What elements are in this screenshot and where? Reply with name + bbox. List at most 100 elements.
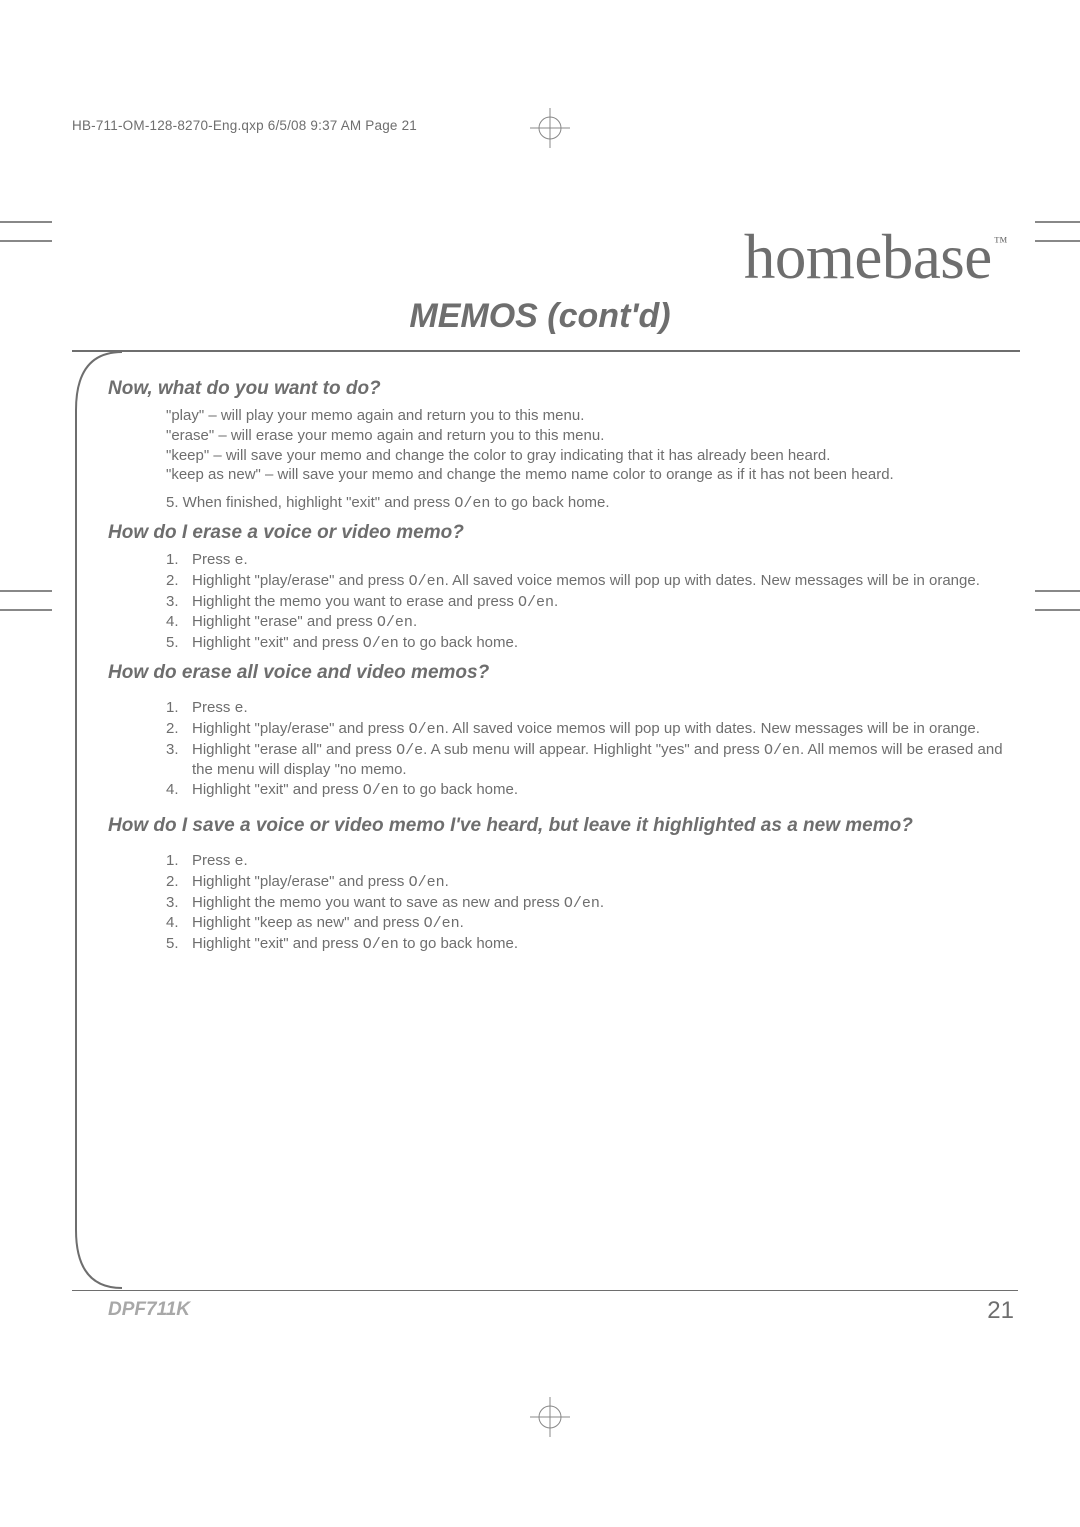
key-label: O/en [409,874,445,891]
list-number: 1. [166,698,192,719]
paragraph: "play" – will play your memo again and r… [108,406,1018,485]
brand-logo: homebase™ [744,221,1005,294]
key-label: O/en [454,495,490,512]
crop-mark [0,590,52,592]
key-label: O/en [764,742,800,759]
ordered-list: 1.Press e. 2.Highlight "play/erase" and … [108,698,1018,801]
key-label: O/en [363,936,399,953]
divider [72,350,1020,352]
heading-now: Now, what do you want to do? [108,378,1018,400]
crop-mark [0,609,52,611]
text: Highlight the memo you want to save as n… [192,894,564,911]
list-text: Highlight "erase" and press O/en. [192,612,1018,633]
crop-mark [1035,590,1080,592]
text: . [413,613,417,630]
crop-mark [0,240,52,242]
list-text: Highlight "exit" and press O/en to go ba… [192,934,1018,955]
list-number: 2. [166,872,192,893]
footer-divider [72,1290,1018,1292]
line: "erase" – will erase your memo again and… [166,426,1018,446]
list-number: 5. [166,934,192,955]
text: Highlight "keep as new" and press [192,914,424,931]
key-label: O/en [363,635,399,652]
text: to go back home. [490,494,609,511]
list-item: 2.Highlight "play/erase" and press O/en. [166,872,1018,893]
text: Highlight "exit" and press [192,634,363,651]
text: Press [192,852,235,869]
registration-mark-bottom [530,1397,570,1437]
key-label: O/en [518,594,554,611]
text: . All saved voice memos will pop up with… [445,720,980,737]
crop-mark [1035,240,1080,242]
text: . All saved voice memos will pop up with… [445,572,980,589]
text: Highlight "exit" and press [192,781,363,798]
crop-mark [1035,221,1080,223]
list-number: 5. [166,633,192,654]
list-number: 4. [166,780,192,801]
list-item: 3.Highlight "erase all" and press O/e. A… [166,740,1018,781]
list-number: 3. [166,893,192,914]
list-item: 4.Highlight "erase" and press O/en. [166,612,1018,633]
page: HB-711-OM-128-8270-Eng.qxp 6/5/08 9:37 A… [0,0,1080,1527]
text: . [460,914,464,931]
footer-model: DPF711K [108,1299,190,1321]
list-text: Highlight "keep as new" and press O/en. [192,913,1018,934]
logo-right: base [882,222,992,292]
logo-tm: ™ [994,235,1007,250]
key-label: e [235,700,244,717]
file-header: HB-711-OM-128-8270-Eng.qxp 6/5/08 9:37 A… [72,118,417,133]
logo-left: home [744,222,882,292]
heading-save-new: How do I save a voice or video memo I've… [108,815,1018,837]
key-label: e [235,552,244,569]
text: Highlight the memo you want to erase and… [192,593,518,610]
crop-mark [1035,609,1080,611]
list-number: 3. [166,740,192,781]
text: . [445,873,449,890]
list-item: 3.Highlight the memo you want to erase a… [166,592,1018,613]
text: . [244,852,248,869]
key-label: O/en [409,573,445,590]
key-label: e [235,853,244,870]
text: to go back home. [399,634,518,651]
text: . A sub menu will appear. Highlight "yes… [423,741,764,758]
list-item: 1.Press e. [166,550,1018,571]
list-text: Press e. [192,698,1018,719]
ordered-list: 1.Press e. 2.Highlight "play/erase" and … [108,851,1018,955]
text: 5. When finished, highlight "exit" and p… [166,494,454,511]
list-item: 2.Highlight "play/erase" and press O/en.… [166,571,1018,592]
list-item: 5.Highlight "exit" and press O/en to go … [166,633,1018,654]
list-number: 4. [166,612,192,633]
section-title: MEMOS (cont'd) [0,297,1080,336]
list-number: 2. [166,571,192,592]
list-text: Highlight "play/erase" and press O/en. A… [192,571,1018,592]
text: Highlight "play/erase" and press [192,572,409,589]
list-text: Highlight "erase all" and press O/e. A s… [192,740,1018,781]
text: . [244,699,248,716]
text: . [554,593,558,610]
text: . [244,551,248,568]
list-number: 1. [166,550,192,571]
key-label: O/en [409,721,445,738]
list-text: Highlight the memo you want to erase and… [192,592,1018,613]
ordered-list: 1.Press e. 2.Highlight "play/erase" and … [108,550,1018,654]
content: Now, what do you want to do? "play" – wi… [108,378,1018,1262]
key-label: O/e [396,742,423,759]
list-text: Highlight "exit" and press O/en to go ba… [192,633,1018,654]
heading-erase-all: How do erase all voice and video memos? [108,662,1018,684]
text: to go back home. [399,935,518,952]
crop-mark [0,221,52,223]
line: "keep" – will save your memo and change … [166,446,1018,466]
list-text: Press e. [192,851,1018,872]
list-text: Highlight "play/erase" and press O/en. A… [192,719,1018,740]
list-number: 1. [166,851,192,872]
line: "play" – will play your memo again and r… [166,406,1018,426]
list-number: 2. [166,719,192,740]
text: Press [192,551,235,568]
list-text: Highlight "play/erase" and press O/en. [192,872,1018,893]
text: Highlight "play/erase" and press [192,873,409,890]
registration-mark-top [530,108,570,148]
heading-erase-one: How do I erase a voice or video memo? [108,522,1018,544]
list-item: 4.Highlight "exit" and press O/en to go … [166,780,1018,801]
text: Highlight "play/erase" and press [192,720,409,737]
list-item: 1.Press e. [166,851,1018,872]
